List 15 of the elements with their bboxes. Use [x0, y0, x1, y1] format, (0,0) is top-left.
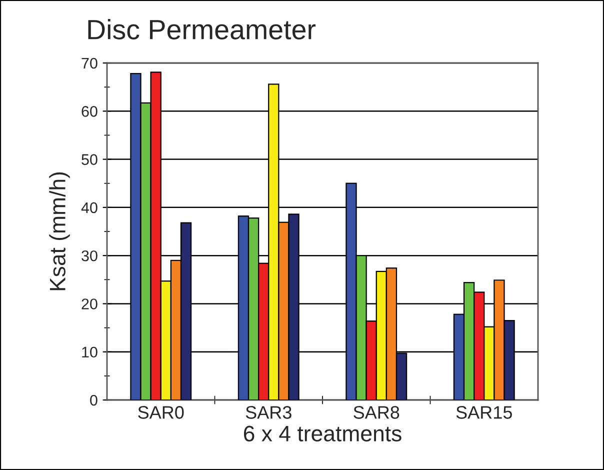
x-axis-title: 6 x 4 treatments — [244, 426, 402, 442]
y-tick-label: 20 — [82, 298, 98, 310]
y-tick-label: 50 — [82, 154, 98, 165]
y-tick-label: 30 — [82, 250, 98, 262]
y-tick-label: 60 — [82, 106, 98, 117]
y-tick-label: 40 — [81, 202, 98, 214]
x-tick-label: SAR15 — [456, 406, 512, 419]
x-tick-label: SAR8 — [354, 406, 400, 419]
x-tick-label: SAR0 — [138, 406, 184, 419]
y-axis-title: Ksat (mm/h) — [49, 172, 70, 290]
y-tick-label: 0 — [90, 394, 98, 406]
x-tick-label: SAR3 — [246, 406, 292, 419]
chart-title: Disc Permeameter — [88, 19, 316, 40]
y-tick-label: 10 — [82, 346, 98, 358]
y-tick-label: 70 — [82, 58, 98, 69]
